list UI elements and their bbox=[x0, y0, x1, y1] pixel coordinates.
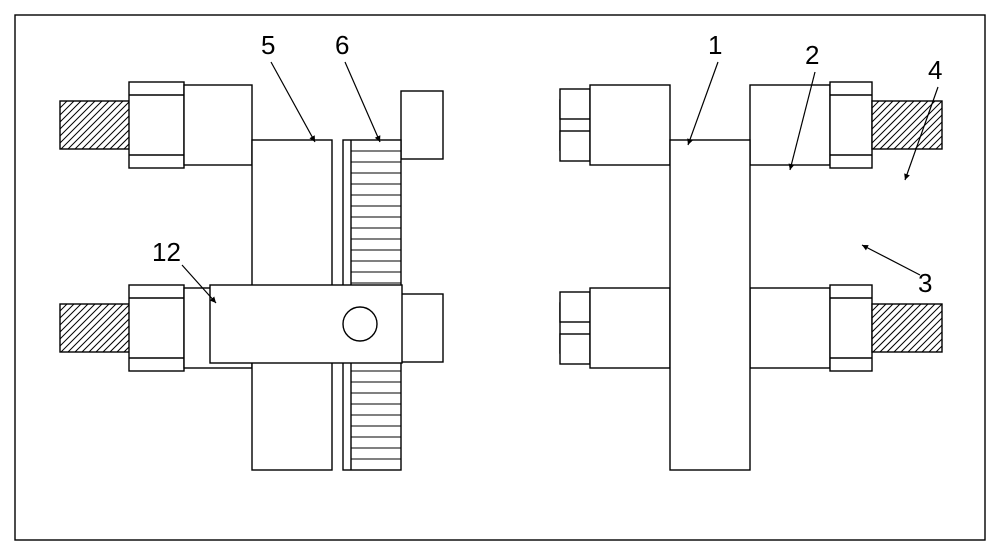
callout-3: 3 bbox=[918, 268, 932, 299]
callout-6: 6 bbox=[335, 30, 349, 61]
callout-5: 5 bbox=[261, 30, 275, 61]
callout-4: 4 bbox=[928, 55, 942, 86]
callout-1: 1 bbox=[708, 30, 722, 61]
left-assembly bbox=[60, 82, 443, 470]
callout-2: 2 bbox=[805, 40, 819, 71]
callout-12: 12 bbox=[152, 237, 181, 268]
right-assembly bbox=[560, 82, 942, 470]
engineering-diagram bbox=[0, 0, 1000, 555]
